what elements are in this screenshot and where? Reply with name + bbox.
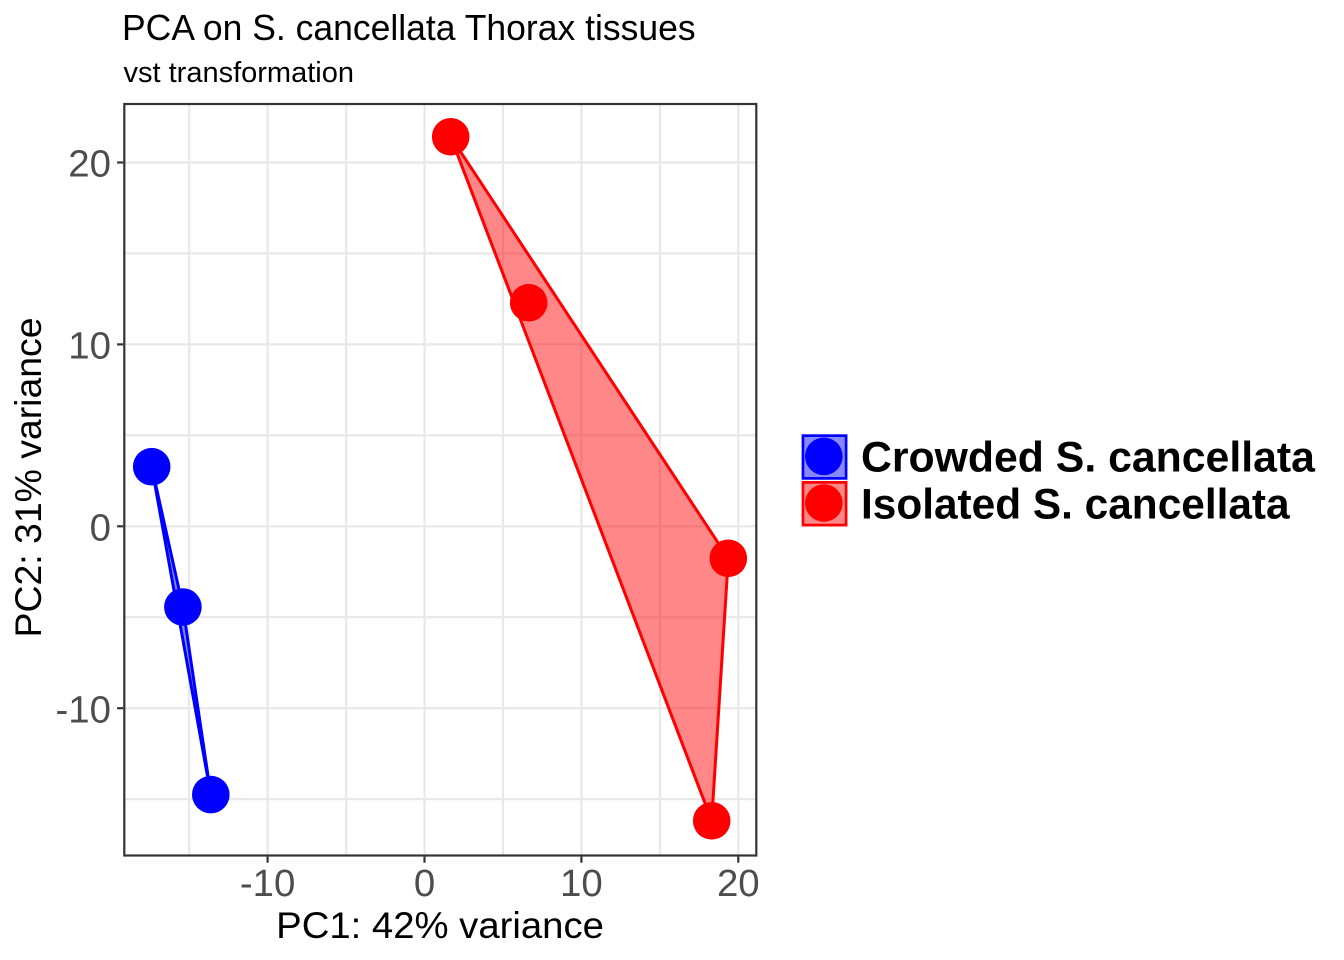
svg-text:0: 0 [90,507,111,550]
svg-text:vst transformation: vst transformation [124,57,354,89]
svg-text:PC2: 31% variance: PC2: 31% variance [7,317,49,637]
svg-text:PC1: 42% variance: PC1: 42% variance [276,904,604,946]
svg-text:20: 20 [717,862,760,905]
svg-text:Isolated S. cancellata: Isolated S. cancellata [861,482,1290,529]
svg-text:20: 20 [68,143,111,186]
svg-text:-10: -10 [56,688,112,731]
svg-text:Crowded S. cancellata: Crowded S. cancellata [861,435,1315,482]
svg-text:10: 10 [68,325,111,368]
svg-text:PCA on S. cancellata Thorax ti: PCA on S. cancellata Thorax tissues [122,7,696,48]
svg-text:-10: -10 [240,862,296,905]
svg-text:0: 0 [414,862,435,905]
svg-text:10: 10 [560,862,603,905]
